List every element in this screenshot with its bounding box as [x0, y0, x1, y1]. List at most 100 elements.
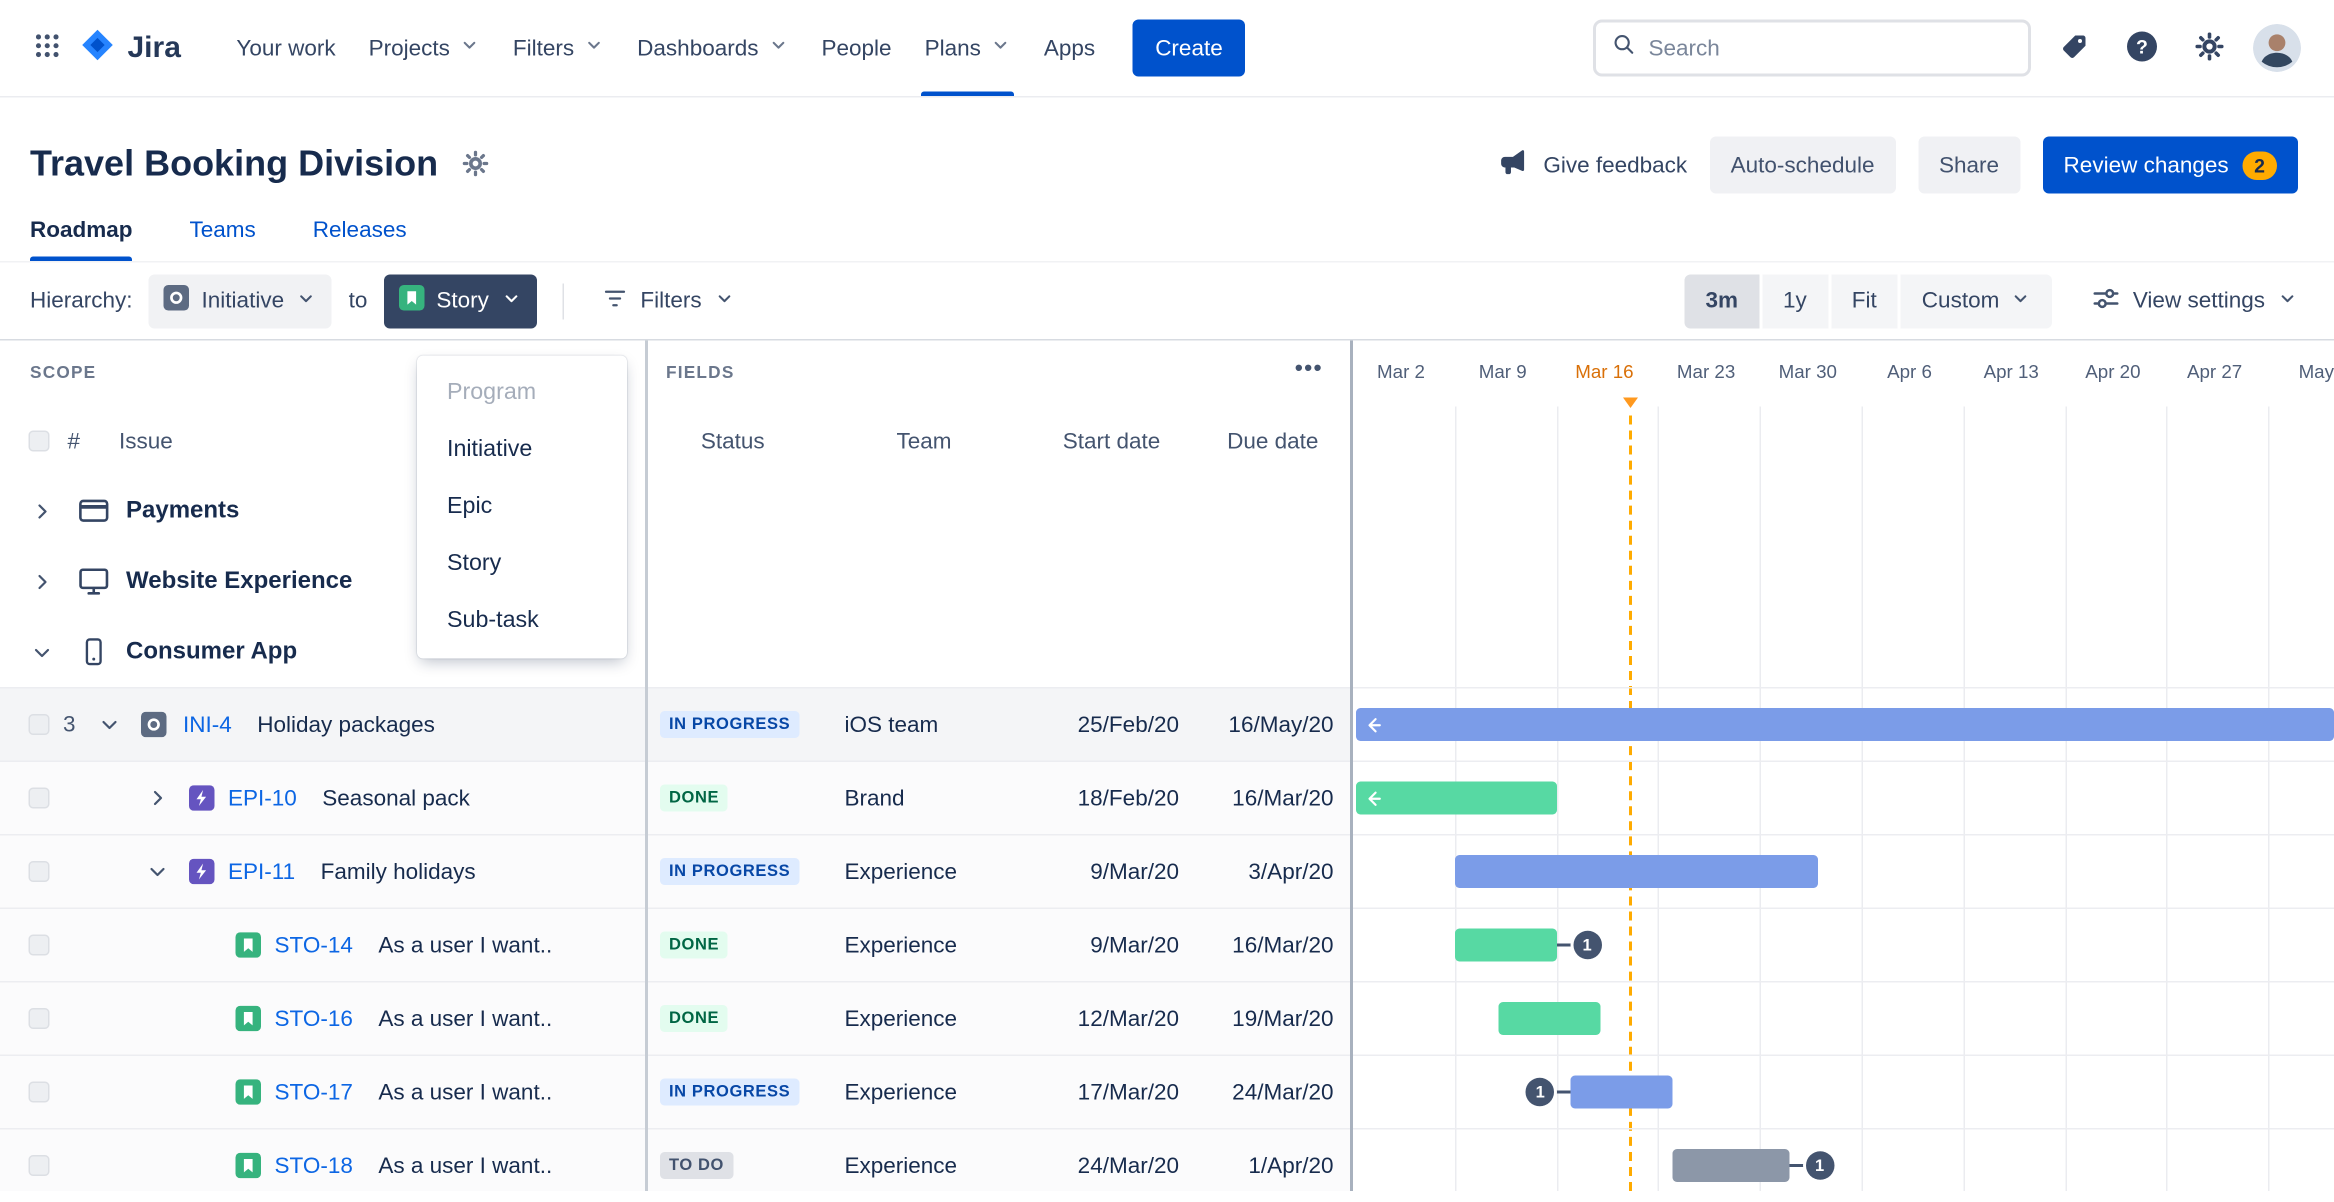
gantt-bar-epi-11[interactable] [1454, 855, 1818, 888]
start-date-cell[interactable]: 24/Mar/20 [1030, 1129, 1193, 1191]
view-settings-button[interactable]: View settings [2079, 274, 2310, 328]
menu-item-program[interactable]: Program [447, 379, 537, 406]
status-lozenge[interactable]: IN PROGRESS [660, 711, 800, 738]
zoom-option-3m[interactable]: 3m [1684, 273, 1760, 328]
review-changes-button[interactable]: Review changes 2 [2042, 136, 2298, 194]
dependency-badge[interactable]: 1 [1525, 1077, 1555, 1107]
team-cell[interactable]: Experience [817, 909, 1031, 981]
auto-schedule-button[interactable]: Auto-schedule [1709, 136, 1896, 194]
gantt-bar-epi-10[interactable] [1356, 781, 1557, 815]
fields-more-button[interactable] [1289, 350, 1329, 388]
settings-button[interactable] [2186, 24, 2234, 72]
nav-item-apps[interactable]: Apps [1027, 0, 1111, 96]
nav-item-plans[interactable]: Plans [908, 0, 1027, 96]
hierarchy-to-dropdown[interactable]: Story [383, 273, 537, 328]
scope-fields-divider[interactable] [645, 340, 648, 1191]
plan-settings-button[interactable] [461, 148, 491, 183]
due-date-cell[interactable]: 3/Apr/20 [1192, 835, 1353, 908]
issue-key-link[interactable]: EPI-10 [228, 785, 297, 811]
team-cell[interactable]: iOS team [817, 688, 1031, 761]
row-checkbox[interactable] [28, 1155, 50, 1176]
status-lozenge[interactable]: DONE [660, 931, 729, 959]
tab-teams[interactable]: Teams [189, 217, 256, 244]
status-lozenge[interactable]: DONE [660, 784, 729, 812]
dependency-badge[interactable]: 1 [1572, 930, 1602, 960]
start-date-cell[interactable]: 17/Mar/20 [1030, 1056, 1193, 1128]
menu-item-epic[interactable]: Epic [447, 493, 493, 520]
issue-key-link[interactable]: STO-18 [274, 1152, 353, 1179]
due-date-cell[interactable]: 19/Mar/20 [1192, 982, 1353, 1055]
group-toggle-consumer-app[interactable]: Consumer App [0, 617, 648, 688]
gantt-bar-sto-16[interactable] [1498, 1002, 1601, 1035]
menu-item-sub-task[interactable]: Sub-task [447, 607, 539, 634]
share-button[interactable]: Share [1918, 136, 2021, 194]
team-cell[interactable]: Experience [817, 1056, 1031, 1128]
chevron-down-icon[interactable] [95, 710, 125, 740]
nav-item-your-work[interactable]: Your work [220, 0, 352, 96]
group-toggle-payments[interactable]: Payments [0, 476, 648, 547]
issue-key-link[interactable]: EPI-11 [228, 858, 296, 885]
menu-item-story[interactable]: Story [447, 550, 502, 577]
due-date-cell[interactable]: 1/Apr/20 [1192, 1129, 1353, 1191]
status-lozenge[interactable]: TO DO [660, 1152, 733, 1179]
team-cell[interactable]: Experience [817, 1129, 1031, 1191]
status-lozenge[interactable]: DONE [660, 1005, 729, 1032]
start-date-cell[interactable]: 25/Feb/20 [1030, 688, 1193, 761]
due-date-cell[interactable]: 16/Mar/20 [1192, 762, 1353, 834]
tab-releases[interactable]: Releases [312, 217, 407, 244]
nav-item-projects[interactable]: Projects [352, 0, 496, 96]
chevron-right-icon[interactable] [24, 493, 60, 529]
issue-key-link[interactable]: STO-16 [274, 1005, 353, 1032]
status-lozenge[interactable]: IN PROGRESS [660, 1078, 800, 1106]
chevron-right-icon[interactable] [143, 783, 173, 813]
issue-key-link[interactable]: STO-14 [274, 932, 353, 958]
due-date-cell[interactable]: 16/Mar/20 [1192, 909, 1353, 981]
row-checkbox[interactable] [28, 1008, 50, 1029]
gantt-bar-sto-14[interactable] [1454, 928, 1557, 962]
row-checkbox[interactable] [28, 934, 50, 956]
row-checkbox[interactable] [28, 861, 50, 882]
hierarchy-from-dropdown[interactable]: Initiative [149, 273, 333, 328]
gantt-bar-sto-18[interactable] [1672, 1149, 1789, 1182]
start-date-cell[interactable]: 9/Mar/20 [1030, 835, 1193, 908]
gantt-bar-ini-4[interactable] [1356, 708, 2334, 741]
start-date-cell[interactable]: 18/Feb/20 [1030, 762, 1193, 834]
app-switcher-button[interactable] [21, 23, 72, 74]
gantt-bar-sto-17[interactable] [1570, 1075, 1673, 1109]
global-search[interactable] [1593, 19, 2031, 77]
search-input[interactable] [1648, 35, 2013, 61]
row-checkbox[interactable] [28, 1081, 50, 1103]
select-all-checkbox[interactable] [28, 430, 50, 452]
fields-timeline-divider[interactable] [1350, 340, 1353, 1191]
team-cell[interactable]: Experience [817, 835, 1031, 908]
row-checkbox[interactable] [28, 714, 50, 735]
labels-button[interactable] [2051, 24, 2099, 72]
zoom-option-1y[interactable]: 1y [1762, 273, 1828, 328]
tab-roadmap[interactable]: Roadmap [30, 218, 134, 261]
dependency-badge[interactable]: 1 [1805, 1151, 1834, 1180]
issue-key-link[interactable]: STO-17 [274, 1079, 353, 1105]
start-date-cell[interactable]: 9/Mar/20 [1030, 909, 1193, 981]
create-button[interactable]: Create [1132, 19, 1246, 77]
zoom-option-fit[interactable]: Fit [1830, 273, 1898, 328]
chevron-right-icon[interactable] [24, 563, 60, 599]
give-feedback-button[interactable]: Give feedback [1498, 146, 1687, 184]
chevron-down-icon[interactable] [24, 634, 60, 670]
status-lozenge[interactable]: IN PROGRESS [660, 858, 800, 885]
help-button[interactable]: ? [2118, 24, 2166, 72]
chevron-down-icon[interactable] [143, 857, 173, 887]
team-cell[interactable]: Brand [817, 762, 1031, 834]
nav-item-people[interactable]: People [805, 0, 908, 96]
zoom-option-custom[interactable]: Custom [1900, 273, 2052, 328]
menu-item-initiative[interactable]: Initiative [447, 436, 533, 463]
nav-item-dashboards[interactable]: Dashboards [621, 0, 805, 96]
nav-item-filters[interactable]: Filters [496, 0, 620, 96]
group-toggle-website-experience[interactable]: Website Experience [0, 546, 648, 617]
due-date-cell[interactable]: 24/Mar/20 [1192, 1056, 1353, 1128]
issue-key-link[interactable]: INI-4 [183, 711, 232, 738]
due-date-cell[interactable]: 16/May/20 [1192, 688, 1353, 761]
jira-logo[interactable]: Jira [78, 25, 181, 72]
row-checkbox[interactable] [28, 787, 50, 809]
user-avatar[interactable] [2253, 24, 2301, 72]
team-cell[interactable]: Experience [817, 982, 1031, 1055]
